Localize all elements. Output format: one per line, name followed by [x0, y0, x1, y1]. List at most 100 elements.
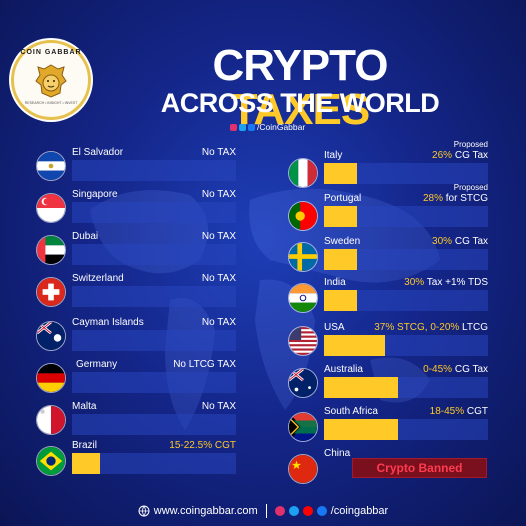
- tax-suffix: Tax +1% TDS: [424, 277, 488, 288]
- country-name: USA: [324, 322, 345, 333]
- title-crypto: CRYPTO: [212, 41, 389, 90]
- switzerland-flag-icon: [36, 277, 66, 307]
- proposed-note: Proposed: [453, 140, 488, 149]
- tax-bar: [72, 414, 236, 435]
- china-flag-icon: [288, 454, 318, 484]
- row-switzerland: Switzerland No TAX: [36, 273, 236, 307]
- row-south-africa: South Africa 18-45% CGT: [288, 406, 488, 442]
- malta-flag-icon: [36, 405, 66, 435]
- tax-rate: 37% STCG, 0-20%: [374, 322, 460, 333]
- country-name: Germany: [76, 359, 118, 370]
- india-flag-icon: [288, 283, 318, 313]
- country-name: Cayman Islands: [72, 317, 144, 328]
- singapore-flag-icon: [36, 193, 66, 223]
- tax-bar-fill: [324, 377, 398, 398]
- tax-rate: 0-45%: [423, 364, 453, 375]
- facebook-icon: [248, 123, 255, 131]
- row-singapore: Singapore No TAX: [36, 189, 236, 223]
- row-cayman-islands: Cayman Islands No TAX: [36, 317, 236, 351]
- country-name: Sweden: [324, 236, 361, 247]
- tax-bar: [72, 202, 236, 223]
- tax-bar: [324, 249, 488, 270]
- tax-bar: [324, 290, 488, 311]
- row-usa: USA 37% STCG, 0-20% LTCG: [288, 322, 488, 356]
- tax-bar: [72, 372, 236, 393]
- tax-suffix: CG Tax: [452, 150, 488, 161]
- tax-bar: [72, 160, 236, 181]
- country-name: Portugal: [324, 193, 362, 204]
- twitter-icon[interactable]: [288, 506, 299, 516]
- social-handle-top[interactable]: /CoinGabbar: [230, 122, 370, 132]
- tax-bar-fill: [324, 206, 357, 227]
- tax-label: No TAX: [201, 401, 236, 412]
- tax-rate: 30%: [404, 277, 425, 288]
- proposed-note: Proposed: [453, 183, 488, 192]
- youtube-icon[interactable]: [302, 506, 313, 516]
- tax-bar: [324, 419, 488, 440]
- tax-rate: 26%: [432, 150, 453, 161]
- tax-bar: [72, 330, 236, 351]
- tax-bar-fill: [324, 290, 357, 311]
- tax-suffix: CG Tax: [452, 364, 488, 375]
- website-link[interactable]: www.coingabbar.com: [153, 505, 258, 517]
- usa-flag-icon: [288, 326, 318, 356]
- tax-label: 15-22.5% CGT: [169, 440, 236, 451]
- cayman-islands-flag-icon: [36, 321, 66, 351]
- row-sweden: Sweden 30% CG Tax: [288, 236, 488, 272]
- instagram-icon[interactable]: [274, 506, 285, 516]
- row-brazil: Brazil 15-22.5% CGT: [36, 440, 236, 476]
- tax-rate: 28%: [422, 193, 443, 204]
- instagram-icon: [230, 123, 237, 131]
- country-name: South Africa: [324, 406, 378, 417]
- country-name: Dubai: [72, 231, 99, 242]
- country-name: Malta: [72, 401, 97, 412]
- row-dubai: Dubai No TAX: [36, 231, 236, 265]
- tax-rate: 18-45%: [429, 406, 465, 417]
- tax-label: 30% Tax +1% TDS: [348, 277, 488, 288]
- crypto-banned-badge: Crypto Banned: [352, 458, 487, 478]
- tax-suffix: CGT: [464, 406, 488, 417]
- footer-handle[interactable]: /coingabbar: [330, 505, 389, 517]
- footer: www.coingabbar.com /coingabbar: [0, 496, 526, 526]
- tax-label: 26% CG Tax: [358, 150, 488, 161]
- italy-flag-icon: [288, 158, 318, 188]
- tax-rate: 30%: [432, 236, 453, 247]
- logo-name: COIN GABBAR: [20, 49, 82, 56]
- tax-bar: [324, 377, 488, 398]
- tax-label: No TAX: [201, 231, 236, 242]
- tax-bar: [324, 335, 488, 356]
- australia-flag-icon: [288, 368, 318, 398]
- tax-label: No TAX: [201, 317, 236, 328]
- country-name: Switzerland: [72, 273, 124, 284]
- tax-label: No TAX: [201, 147, 236, 158]
- tax-bar: [324, 163, 488, 184]
- handle-text: /CoinGabbar: [257, 122, 306, 132]
- country-name: Australia: [324, 364, 363, 375]
- tax-suffix: LTCG: [459, 322, 488, 333]
- tax-bar-fill: [72, 453, 100, 474]
- tax-bar-fill: [324, 163, 357, 184]
- row-germany: Germany No LTCG TAX: [36, 359, 236, 393]
- tax-bar: [72, 244, 236, 265]
- tax-label: No LTCG TAX: [173, 359, 236, 370]
- tax-bar: [72, 453, 236, 474]
- tax-bar: [72, 286, 236, 307]
- globe-icon: [138, 505, 150, 517]
- tax-label: 0-45% CG Tax: [358, 364, 488, 375]
- coin-gabbar-logo: COIN GABBAR RESEARCH • INSIGHT • INVEST: [11, 40, 91, 120]
- sweden-flag-icon: [288, 242, 318, 272]
- tax-bar-fill: [324, 249, 357, 270]
- tax-label: 28% for STCG: [358, 193, 488, 204]
- facebook-icon[interactable]: [316, 506, 327, 516]
- country-name: Singapore: [72, 189, 118, 200]
- row-italy: Italy Proposed 26% CG Tax: [288, 140, 488, 188]
- logo-tagline: RESEARCH • INSIGHT • INVEST: [24, 101, 78, 105]
- country-name: El Salvador: [72, 147, 124, 158]
- row-china: China: [288, 448, 488, 484]
- row-australia: Australia 0-45% CG Tax: [288, 364, 488, 398]
- page-subtitle: ACROSS THE WORLD: [160, 88, 440, 118]
- el-salvador-flag-icon: [36, 151, 66, 181]
- footer-divider: [265, 504, 267, 518]
- uae-flag-icon: [36, 235, 66, 265]
- row-el-salvador: El Salvador No TAX: [36, 147, 236, 181]
